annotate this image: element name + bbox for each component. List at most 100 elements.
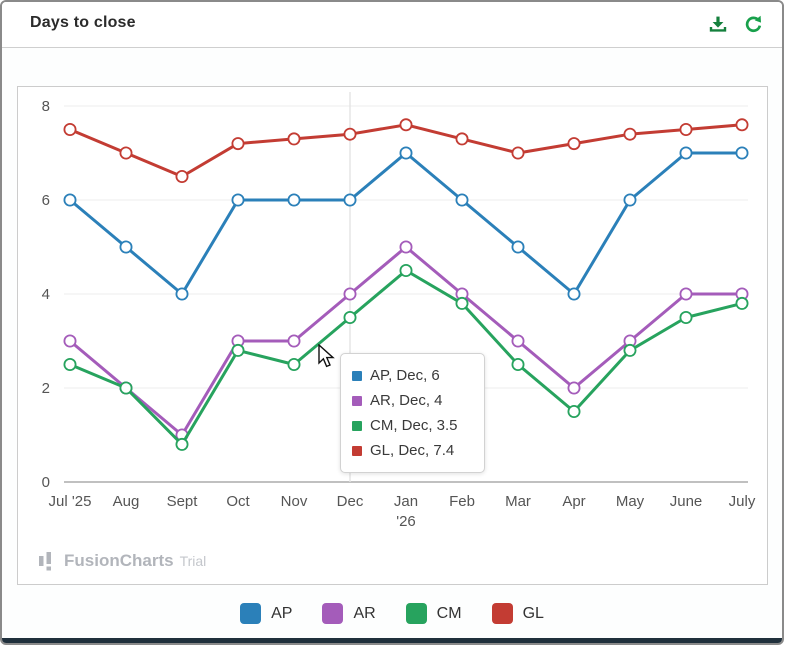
data-point-AP-10[interactable] <box>623 193 637 207</box>
widget-header: Days to close <box>2 2 782 48</box>
data-point-GL-0[interactable] <box>63 123 77 137</box>
y-axis-tick-label: 8 <box>42 98 50 115</box>
data-point-CM-9[interactable] <box>567 404 581 418</box>
legend-label: AR <box>353 604 376 622</box>
tooltip-row-CM: CM, Dec, 3.5 <box>352 413 473 438</box>
data-point-GL-6[interactable] <box>399 118 413 132</box>
data-point-AP-5[interactable] <box>343 193 357 207</box>
data-point-GL-2[interactable] <box>175 170 189 184</box>
series-AP <box>63 146 749 301</box>
tooltip-text: GL, Dec, 7.4 <box>370 442 455 459</box>
data-point-AP-1[interactable] <box>119 240 133 254</box>
data-point-CM-1[interactable] <box>119 381 133 395</box>
y-axis-tick-label: 2 <box>42 380 50 397</box>
data-point-GL-12[interactable] <box>735 118 749 132</box>
legend-item-GL[interactable]: GL <box>491 603 544 624</box>
data-point-GL-7[interactable] <box>455 132 469 146</box>
fusioncharts-logo-icon <box>39 552 51 571</box>
tooltip-text: CM, Dec, 3.5 <box>370 417 458 434</box>
series-CM <box>63 263 749 451</box>
data-point-AR-9[interactable] <box>567 381 581 395</box>
data-point-CM-5[interactable] <box>343 310 357 324</box>
data-point-CM-3[interactable] <box>231 343 245 357</box>
legend-label: CM <box>436 604 462 622</box>
watermark-brand: FusionCharts <box>64 550 174 570</box>
x-axis-tick-label: Jul '25 <box>49 493 92 510</box>
fusioncharts-watermark: FusionCharts Trial <box>39 550 206 571</box>
data-point-AP-8[interactable] <box>511 240 525 254</box>
data-point-CM-8[interactable] <box>511 357 525 371</box>
legend-swatch-CM <box>405 603 427 624</box>
download-icon <box>709 16 727 32</box>
data-point-CM-12[interactable] <box>735 296 749 310</box>
tooltip-row-GL: GL, Dec, 7.4 <box>352 438 473 463</box>
data-point-CM-4[interactable] <box>287 357 301 371</box>
x-axis-tick-label: June <box>670 493 703 510</box>
data-point-GL-3[interactable] <box>231 137 245 151</box>
chart-panel: 0 2 4 6 8 Jul '25 Aug Sept Oct Nov Dec Jan '26 Feb Mar… <box>17 86 768 585</box>
data-point-GL-8[interactable] <box>511 146 525 160</box>
data-point-AR-6[interactable] <box>399 240 413 254</box>
data-point-GL-9[interactable] <box>567 137 581 151</box>
x-axis-tick-label: Mar <box>505 493 531 510</box>
data-point-AP-12[interactable] <box>735 146 749 160</box>
data-point-AR-4[interactable] <box>287 334 301 348</box>
legend-swatch-AP <box>240 603 262 624</box>
data-point-AP-6[interactable] <box>399 146 413 160</box>
data-point-CM-10[interactable] <box>623 343 637 357</box>
legend-label: GL <box>522 604 544 622</box>
data-point-GL-4[interactable] <box>287 132 301 146</box>
data-point-AP-2[interactable] <box>175 287 189 301</box>
y-axis-tick-label: 0 <box>42 474 50 491</box>
tooltip-row-AP: AP, Dec, 6 <box>352 363 473 388</box>
x-axis-tick-label: May <box>616 493 645 510</box>
x-axis-tick-label: Oct <box>226 493 250 510</box>
tooltip-text: AR, Dec, 4 <box>370 392 443 409</box>
chart-tooltip: AP, Dec, 6 AR, Dec, 4 CM, Dec, 3.5 GL, Dec,… <box>340 353 485 473</box>
refresh-button[interactable] <box>742 13 764 35</box>
x-axis-tick-label: Aug <box>113 493 140 510</box>
y-axis-tick-label: 4 <box>42 286 50 303</box>
data-point-AP-4[interactable] <box>287 193 301 207</box>
data-point-CM-7[interactable] <box>455 296 469 310</box>
legend-item-AR[interactable]: AR <box>322 603 376 624</box>
data-point-GL-5[interactable] <box>343 127 357 141</box>
data-point-AP-3[interactable] <box>231 193 245 207</box>
bottom-bar <box>2 638 782 643</box>
data-point-CM-2[interactable] <box>175 437 189 451</box>
line-chart: 0 2 4 6 8 Jul '25 Aug Sept Oct Nov Dec Jan '26 Feb Mar… <box>42 92 756 530</box>
watermark-suffix: Trial <box>179 552 207 569</box>
legend-item-AP[interactable]: AP <box>240 603 292 624</box>
data-point-CM-0[interactable] <box>63 357 77 371</box>
download-button[interactable] <box>707 13 729 35</box>
data-point-GL-1[interactable] <box>119 146 133 160</box>
data-point-GL-11[interactable] <box>679 123 693 137</box>
widget-title: Days to close <box>30 14 136 31</box>
data-point-AP-0[interactable] <box>63 193 77 207</box>
data-point-AP-9[interactable] <box>567 287 581 301</box>
x-axis-tick-label: Jan <box>394 493 418 510</box>
tooltip-swatch-AP <box>352 370 362 381</box>
data-point-AR-11[interactable] <box>679 287 693 301</box>
tooltip-text: AP, Dec, 6 <box>370 367 440 384</box>
data-point-AR-5[interactable] <box>343 287 357 301</box>
refresh-icon <box>745 15 762 33</box>
legend-swatch-GL <box>491 603 513 624</box>
x-axis-tick-label: '26 <box>396 513 416 530</box>
legend-swatch-AR <box>322 603 344 624</box>
data-point-CM-6[interactable] <box>399 263 413 277</box>
data-point-CM-11[interactable] <box>679 310 693 324</box>
data-point-AP-7[interactable] <box>455 193 469 207</box>
chart-legend: AP AR CM GL <box>2 603 782 624</box>
x-axis-tick-label: Dec <box>337 493 364 510</box>
tooltip-swatch-AR <box>352 395 362 406</box>
x-axis-tick-label: Apr <box>562 493 585 510</box>
legend-label: AP <box>271 604 293 622</box>
y-axis-tick-label: 6 <box>42 192 50 209</box>
data-point-AP-11[interactable] <box>679 146 693 160</box>
data-point-AR-0[interactable] <box>63 334 77 348</box>
data-point-AR-8[interactable] <box>511 334 525 348</box>
legend-item-CM[interactable]: CM <box>405 603 462 624</box>
data-point-GL-10[interactable] <box>623 127 637 141</box>
